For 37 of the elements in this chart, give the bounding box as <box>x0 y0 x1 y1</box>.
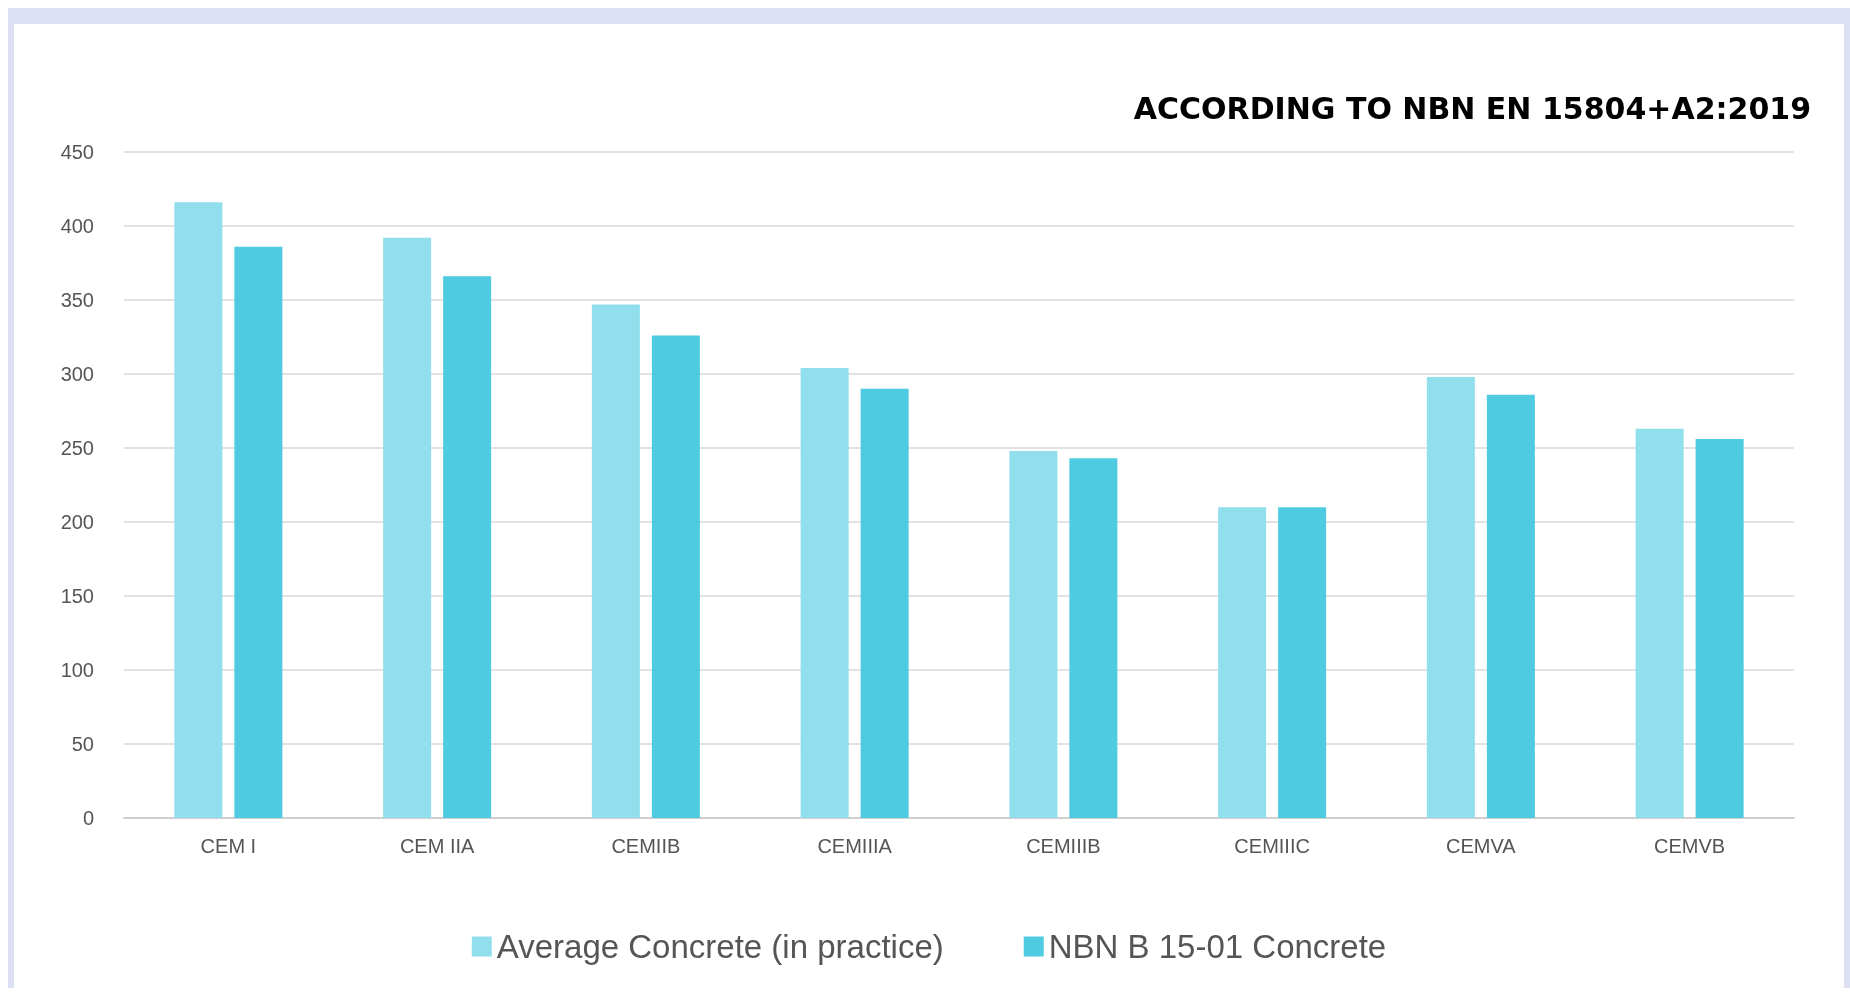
bar <box>383 237 432 818</box>
y-tick-label: 150 <box>60 585 94 607</box>
bar <box>234 246 283 818</box>
bar <box>1069 458 1118 818</box>
bar <box>860 388 909 818</box>
bar <box>1218 507 1267 818</box>
bar <box>591 304 640 818</box>
y-tick-label: 200 <box>60 511 94 533</box>
y-tick-label: 350 <box>60 289 94 311</box>
chart-title: ACCORDING TO NBN EN 15804+A2:2019 <box>1133 90 1811 126</box>
bar <box>1426 376 1475 818</box>
x-tick-label: CEMIIB <box>611 835 681 857</box>
bar <box>1009 450 1058 818</box>
bar <box>651 335 700 818</box>
y-tick-label: 400 <box>60 215 94 237</box>
y-tick-label: 300 <box>60 363 94 385</box>
x-tick-label: CEMVB <box>1654 835 1726 857</box>
x-tick-label: CEMVA <box>1446 835 1517 857</box>
x-tick-label: CEMIIIB <box>1026 835 1101 857</box>
y-tick-label: 450 <box>60 141 94 163</box>
bar <box>1278 507 1327 818</box>
legend-label: Average Concrete (in practice) <box>496 928 944 965</box>
x-tick-label: CEM IIA <box>399 835 476 857</box>
bar <box>1635 428 1684 818</box>
bar <box>443 276 492 818</box>
x-tick-label: CEMIIIA <box>817 835 893 857</box>
bar <box>1486 394 1535 818</box>
bar <box>174 202 223 818</box>
y-tick-label: 50 <box>71 733 94 755</box>
bar <box>1695 439 1744 818</box>
legend-label: NBN B 15-01 Concrete <box>1048 928 1387 965</box>
x-tick-label: CEMIIIC <box>1234 835 1310 857</box>
y-tick-label: 100 <box>60 659 94 681</box>
bar <box>800 368 849 818</box>
y-tick-label: 250 <box>60 437 94 459</box>
x-tick-label: CEM I <box>200 835 257 857</box>
y-tick-label: 0 <box>82 807 94 829</box>
